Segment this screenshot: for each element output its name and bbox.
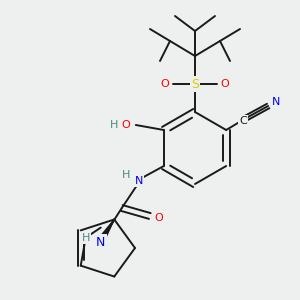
Text: S: S bbox=[191, 77, 199, 91]
Text: H: H bbox=[110, 120, 118, 130]
Polygon shape bbox=[102, 220, 114, 237]
Text: N: N bbox=[272, 97, 281, 107]
Text: N: N bbox=[96, 236, 106, 248]
Text: O: O bbox=[154, 213, 163, 223]
Text: O: O bbox=[122, 120, 130, 130]
Text: O: O bbox=[220, 79, 230, 89]
Text: H: H bbox=[122, 170, 130, 180]
Text: O: O bbox=[160, 79, 169, 89]
Text: N: N bbox=[135, 176, 143, 186]
Text: C: C bbox=[239, 116, 247, 126]
Text: H: H bbox=[82, 233, 90, 243]
